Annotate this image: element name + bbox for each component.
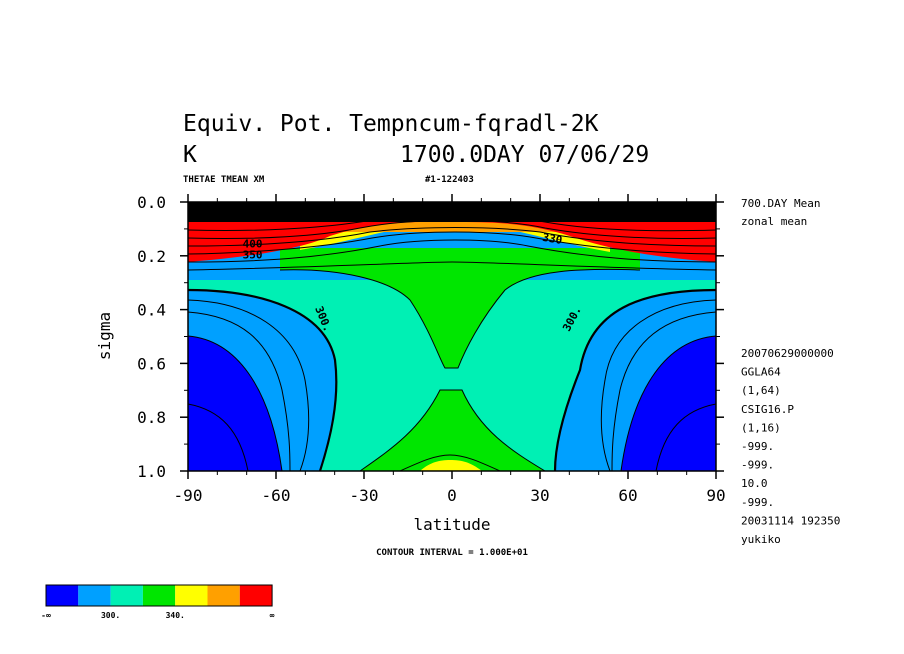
side-info-line: zonal mean xyxy=(741,215,807,228)
x-tick-label: -30 xyxy=(350,486,379,505)
side-info-bottom: 20070629000000 GGLA64 (1,64) CSIG16.P (1,16)… xyxy=(741,347,840,546)
fill-band-low-sh xyxy=(188,336,282,471)
x-tick-label: -60 xyxy=(262,486,291,505)
run-id-label: #1-122403 xyxy=(425,175,474,185)
side-info-line: -999. xyxy=(741,440,774,453)
contour-label: 350 xyxy=(243,248,263,261)
colorbar: -∞ 300. 340. ∞ xyxy=(41,584,275,620)
colorbar-frame xyxy=(45,584,273,607)
colorbar-swatch xyxy=(46,585,79,606)
colorbar-swatch xyxy=(207,585,240,606)
side-info-line: yukiko xyxy=(741,533,781,546)
fill-band-above-360 xyxy=(188,210,716,262)
variable-label: THETAE TMEAN XM xyxy=(183,175,265,185)
side-info-line: GGLA64 xyxy=(741,366,781,379)
chart-title-units: K xyxy=(183,142,197,168)
side-info-line: 10.0 xyxy=(741,477,768,490)
x-tick-label: 30 xyxy=(530,486,549,505)
side-info-line: -999. xyxy=(741,496,774,509)
y-axis-label: sigma xyxy=(95,312,114,360)
colorbar-swatch xyxy=(175,585,208,606)
side-info-line: (1,64) xyxy=(741,384,781,397)
colorbar-swatch xyxy=(239,585,273,606)
contour-label: 400 xyxy=(243,238,263,251)
fill-band-low-nh xyxy=(621,336,716,471)
x-tick-label: -90 xyxy=(174,486,203,505)
x-tick-label: 60 xyxy=(618,486,637,505)
fill-band-320-340-upper xyxy=(280,248,640,368)
y-tick-label: 0.0 xyxy=(137,193,166,212)
fill-band-yellow-surface xyxy=(420,460,482,471)
x-axis: -90 -60 -30 0 30 60 90 xyxy=(174,194,726,505)
y-tick-label: 0.2 xyxy=(137,247,166,266)
y-tick-label: 0.6 xyxy=(137,354,166,373)
side-info-line: 700.DAY Mean xyxy=(741,197,820,210)
side-info-line: 20070629000000 xyxy=(741,347,834,360)
y-axis: 0.0 0.2 0.4 0.6 0.8 1.0 xyxy=(137,193,724,481)
contour-interval-label: CONTOUR INTERVAL = 1.000E+01 xyxy=(376,548,528,558)
x-axis-label: latitude xyxy=(413,515,490,534)
x-tick-label: 0 xyxy=(447,486,457,505)
side-info-line: 20031114 192350 xyxy=(741,514,840,527)
side-info-top: 700.DAY Mean zonal mean xyxy=(741,197,820,228)
colorbar-label: ∞ xyxy=(270,611,275,620)
x-tick-label: 90 xyxy=(706,486,725,505)
fill-band-300-320 xyxy=(188,280,716,471)
dense-contour-band xyxy=(188,202,716,222)
side-info-line: (1,16) xyxy=(741,421,781,434)
contour-plot xyxy=(188,202,716,471)
contour-label: 330 xyxy=(541,231,563,247)
chart-title-time: 1700.0DAY 07/06/29 xyxy=(400,142,649,168)
y-tick-label: 0.8 xyxy=(137,408,166,427)
colorbar-label: 340. xyxy=(166,611,185,620)
colorbar-swatch xyxy=(78,585,111,606)
colorbar-label: -∞ xyxy=(41,611,51,620)
chart-title-line1: Equiv. Pot. Tempncum-fqradl-2K xyxy=(183,111,599,137)
fill-band-320-340-lower xyxy=(360,390,545,471)
contour-300 xyxy=(188,288,716,471)
colorbar-swatch xyxy=(142,585,176,606)
y-tick-label: 0.4 xyxy=(137,301,166,320)
side-info-line: CSIG16.P xyxy=(741,403,794,416)
side-info-line: -999. xyxy=(741,459,774,472)
colorbar-swatch xyxy=(110,585,143,606)
colorbar-label: 300. xyxy=(101,611,120,620)
contour-lines-upper xyxy=(188,215,716,271)
y-tick-label: 1.0 xyxy=(137,462,166,481)
